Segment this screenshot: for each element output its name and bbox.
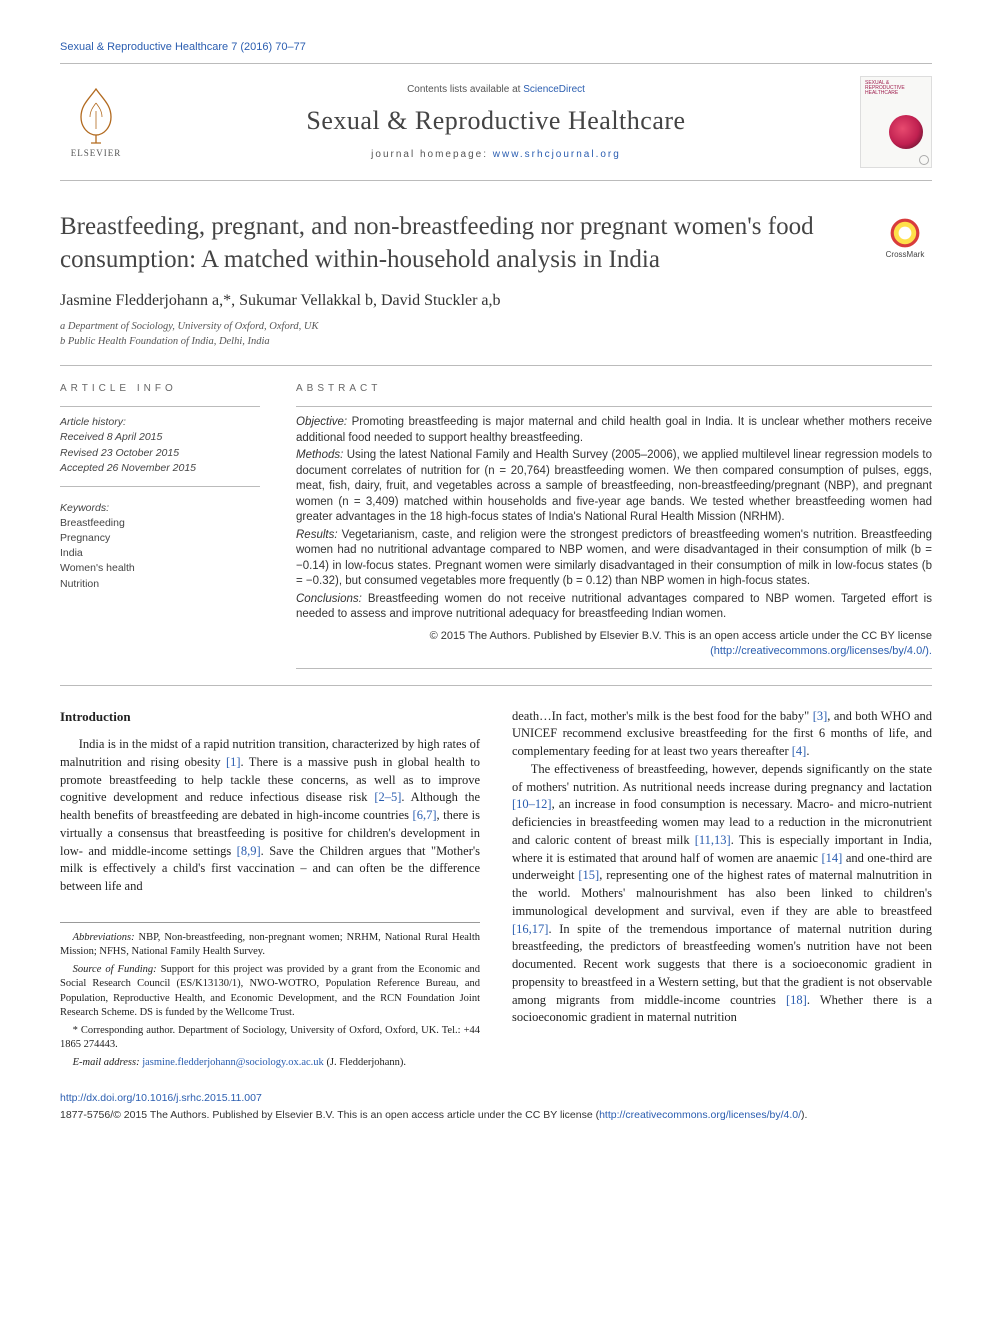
abstract-label: ABSTRACT (296, 382, 932, 396)
running-head: Sexual & Reproductive Healthcare 7 (2016… (60, 40, 932, 55)
crossmark-icon (889, 217, 921, 249)
page-footer: http://dx.doi.org/10.1016/j.srhc.2015.11… (60, 1091, 932, 1122)
citation-link[interactable]: [18] (786, 993, 807, 1007)
masthead: ELSEVIER Contents lists available at Sci… (60, 63, 932, 181)
issn-suffix: ). (801, 1109, 807, 1121)
contents-prefix: Contents lists available at (407, 84, 523, 95)
affiliations: a Department of Sociology, University of… (60, 319, 932, 349)
divider (60, 406, 260, 407)
journal-homepage: journal homepage: www.srhcjournal.org (152, 148, 840, 162)
history-item: Revised 23 October 2015 (60, 446, 260, 461)
elsevier-logo: ELSEVIER (60, 82, 132, 162)
body-text: . (806, 744, 809, 758)
citation-link[interactable]: [2–5] (374, 790, 401, 804)
crossmark-label: CrossMark (886, 249, 925, 260)
sciencedirect-link[interactable]: ScienceDirect (523, 84, 585, 95)
article-title: Breastfeeding, pregnant, and non-breastf… (60, 211, 854, 276)
section-heading-introduction: Introduction (60, 708, 480, 726)
cover-badge-icon (919, 155, 929, 165)
abstract-conclusions: Breastfeeding women do not receive nutri… (296, 593, 932, 621)
keyword: Pregnancy (60, 531, 260, 546)
history-item: Received 8 April 2015 (60, 430, 260, 445)
copyright-line: © 2015 The Authors. Published by Elsevie… (430, 630, 932, 642)
divider (60, 365, 932, 366)
keyword: Women's health (60, 561, 260, 576)
funding-label: Source of Funding: (73, 964, 157, 975)
contents-line: Contents lists available at ScienceDirec… (152, 83, 840, 97)
citation-link[interactable]: [1] (226, 755, 241, 769)
citation-link[interactable]: [10–12] (512, 797, 552, 811)
body-text: The effectiveness of breastfeeding, howe… (512, 762, 932, 794)
journal-cover-thumb: SEXUAL & REPRODUCTIVE HEALTHCARE (860, 76, 932, 168)
homepage-link[interactable]: www.srhcjournal.org (493, 149, 621, 160)
divider (60, 486, 260, 487)
citation-link[interactable]: [11,13] (695, 833, 731, 847)
article-info-label: ARTICLE INFO (60, 382, 260, 396)
crossmark-badge[interactable]: CrossMark (878, 211, 932, 265)
cover-art-icon (889, 115, 923, 149)
citation-link[interactable]: [14] (821, 851, 842, 865)
conclusions-label: Conclusions: (296, 593, 362, 605)
abstract-objective: Promoting breastfeeding is major materna… (296, 416, 932, 444)
citation-link[interactable]: [16,17] (512, 922, 548, 936)
license-link[interactable]: (http://creativecommons.org/licenses/by/… (710, 645, 932, 657)
journal-title: Sexual & Reproductive Healthcare (152, 103, 840, 139)
corresponding-author: * Corresponding author. Department of So… (60, 1024, 480, 1053)
citation-link[interactable]: [4] (792, 744, 807, 758)
divider (60, 685, 932, 686)
affiliation: b Public Health Foundation of India, Del… (60, 334, 932, 349)
email-label: E-mail address: (73, 1057, 140, 1068)
results-label: Results: (296, 529, 338, 541)
footnotes-block: Abbreviations: NBP, Non-breastfeeding, n… (60, 922, 480, 1070)
history-label: Article history: (60, 415, 260, 430)
objective-label: Objective: (296, 416, 347, 428)
keyword: India (60, 546, 260, 561)
keyword: Nutrition (60, 577, 260, 592)
divider (296, 406, 932, 407)
cover-title: SEXUAL & REPRODUCTIVE HEALTHCARE (865, 81, 927, 96)
citation-link[interactable]: [8,9] (237, 844, 261, 858)
license-link[interactable]: http://creativecommons.org/licenses/by/4… (599, 1109, 801, 1121)
divider (296, 668, 932, 669)
email-link[interactable]: jasmine.fledderjohann@sociology.ox.ac.uk (142, 1057, 324, 1068)
body-text: Introduction India is in the midst of a … (60, 708, 932, 1074)
issn-line: 1877-5756/© 2015 The Authors. Published … (60, 1109, 599, 1121)
history-item: Accepted 26 November 2015 (60, 461, 260, 476)
right-column: death…In fact, mother's milk is the best… (512, 708, 932, 1074)
left-column: Introduction India is in the midst of a … (60, 708, 480, 1074)
citation-link[interactable]: [3] (813, 709, 828, 723)
keywords-label: Keywords: (60, 501, 260, 516)
authors: Jasmine Fledderjohann a,*, Sukumar Vella… (60, 290, 932, 312)
homepage-prefix: journal homepage: (371, 149, 493, 160)
abbrev-label: Abbreviations: (73, 932, 135, 943)
affiliation: a Department of Sociology, University of… (60, 319, 932, 334)
doi-link[interactable]: http://dx.doi.org/10.1016/j.srhc.2015.11… (60, 1092, 262, 1104)
keyword: Breastfeeding (60, 516, 260, 531)
tree-icon (70, 85, 122, 145)
citation-link[interactable]: [6,7] (413, 808, 437, 822)
body-text: death…In fact, mother's milk is the best… (512, 709, 813, 723)
methods-label: Methods: (296, 449, 343, 461)
email-suffix: (J. Fledderjohann). (324, 1057, 406, 1068)
article-info-column: ARTICLE INFO Article history: Received 8… (60, 382, 260, 668)
abstract-column: ABSTRACT Objective: Promoting breastfeed… (296, 382, 932, 668)
abstract-methods: Using the latest National Family and Hea… (296, 449, 932, 523)
publisher-name: ELSEVIER (71, 147, 122, 160)
abstract-results: Vegetarianism, caste, and religion were … (296, 529, 932, 588)
citation-link[interactable]: [15] (578, 868, 599, 882)
